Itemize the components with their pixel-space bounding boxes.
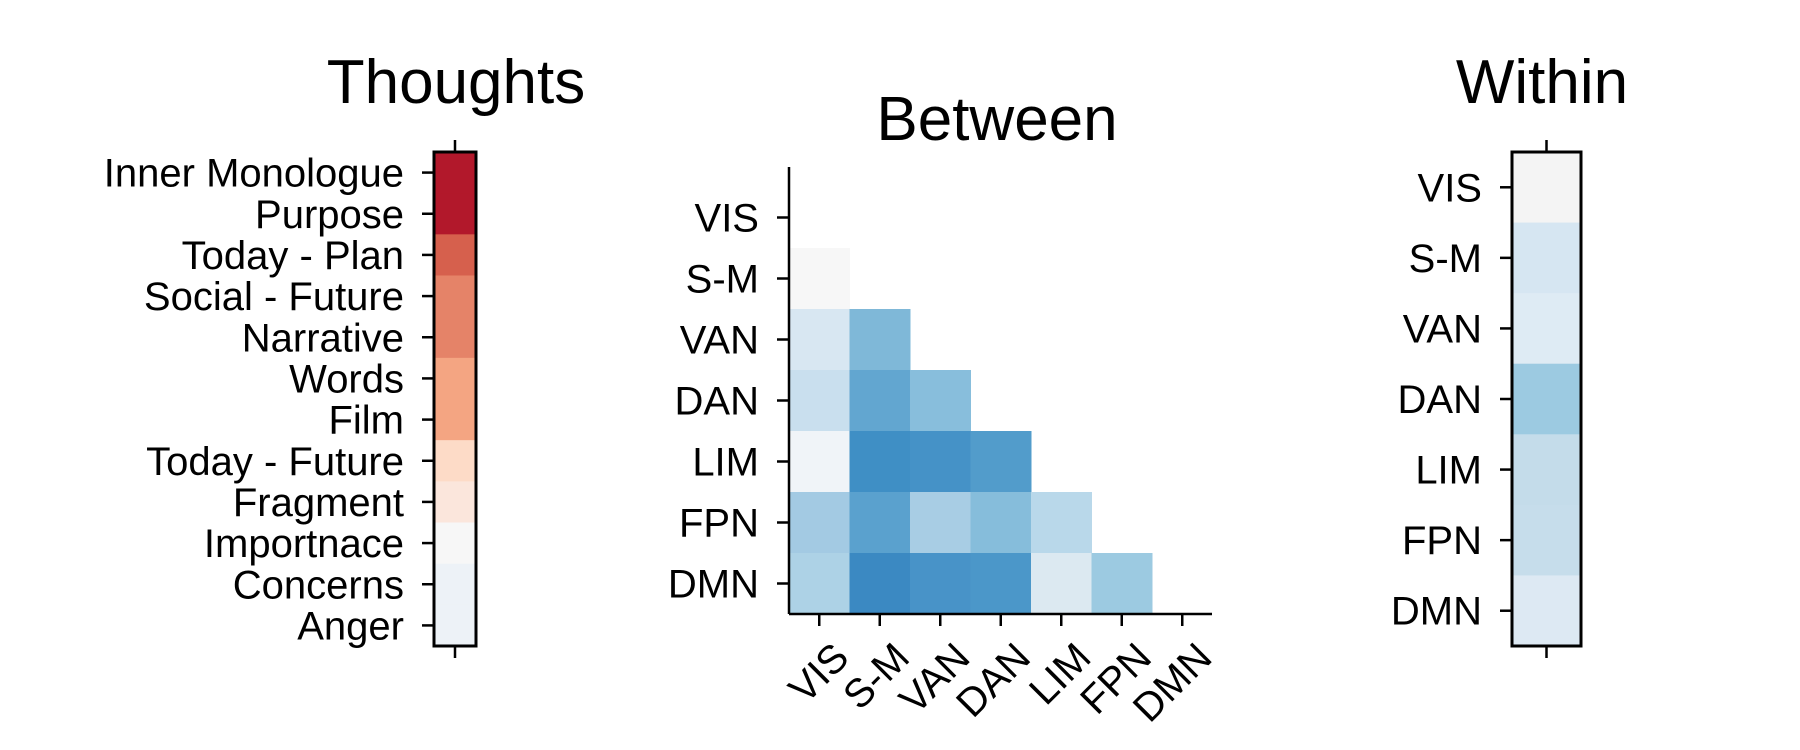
within-label-fpn: FPN — [1402, 519, 1482, 563]
between-ylabel-lim: LIM — [692, 441, 759, 485]
within-cell-van — [1512, 293, 1581, 365]
thoughts-label-importnace: Importnace — [204, 522, 404, 566]
within-label-s-m: S-M — [1409, 237, 1482, 281]
thoughts-title: Thoughts — [327, 48, 586, 117]
thoughts-cell-film — [434, 399, 476, 441]
within-cell-vis — [1512, 152, 1581, 224]
thoughts-label-today-plan: Today - Plan — [182, 234, 404, 278]
thoughts-label-film: Film — [328, 399, 404, 443]
thoughts-cell-concerns — [434, 563, 476, 606]
between-cell-lim-van — [910, 431, 971, 493]
between-cell-s-m-vis — [789, 248, 850, 310]
between-cell-dan-vis — [789, 370, 850, 432]
thoughts-label-social-future: Social - Future — [144, 275, 404, 319]
thoughts-cell-narrative — [434, 316, 476, 359]
between-ylabel-vis: VIS — [695, 197, 759, 241]
thoughts-cell-today-plan — [434, 234, 476, 276]
thoughts-cell-words — [434, 357, 476, 400]
between-cell-dmn-fpn — [1091, 553, 1153, 615]
between-xlabel-vis: VIS — [781, 635, 858, 712]
thoughts-cell-inner-monologue — [434, 152, 476, 194]
thoughts-label-today-future: Today - Future — [146, 440, 404, 484]
between-cell-dan-s-m — [849, 370, 911, 432]
thoughts-cell-social-future — [434, 275, 476, 318]
within-frame — [1510, 150, 1583, 648]
between-cell-van-s-m — [849, 309, 911, 371]
thoughts-cell-fragment — [434, 481, 476, 523]
between-cell-dmn-s-m — [849, 553, 911, 615]
between-cell-dmn-vis — [789, 553, 850, 615]
within-cell-lim — [1512, 434, 1581, 506]
between-ylabel-fpn: FPN — [679, 502, 759, 546]
thoughts-label-words: Words — [289, 357, 404, 401]
between-cell-dan-van — [910, 370, 971, 432]
between-cell-fpn-van — [910, 492, 971, 554]
between-cell-van-vis — [789, 309, 850, 371]
thoughts-frame — [432, 150, 478, 648]
thoughts-label-inner-monologue: Inner Monologue — [104, 152, 404, 196]
between-cell-fpn-dan — [970, 492, 1032, 554]
within-cell-dan — [1512, 363, 1581, 435]
thoughts-cell-anger — [434, 604, 476, 647]
within-label-dan: DAN — [1398, 378, 1482, 422]
within-cell-s-m — [1512, 222, 1581, 294]
between-cell-dmn-dan — [970, 553, 1032, 615]
within-label-vis: VIS — [1418, 166, 1482, 210]
thoughts-cell-today-future — [434, 440, 476, 482]
thoughts-cell-importnace — [434, 522, 476, 565]
between-ylabel-dan: DAN — [675, 380, 759, 424]
thoughts-cell-purpose — [434, 193, 476, 235]
between-ylabel-dmn: DMN — [668, 563, 759, 607]
within-cell-dmn — [1512, 575, 1581, 647]
between-cell-lim-dan — [970, 431, 1032, 493]
between-title: Between — [876, 85, 1117, 154]
thoughts-label-concerns: Concerns — [233, 563, 404, 607]
between-ylabel-s-m: S-M — [686, 258, 759, 302]
within-label-lim: LIM — [1415, 449, 1482, 493]
within-label-van: VAN — [1403, 307, 1482, 351]
thoughts-label-anger: Anger — [297, 604, 404, 648]
within-cell-fpn — [1512, 504, 1581, 576]
between-ylabel-van: VAN — [680, 319, 759, 363]
within-panel: Within VIS S-M VAN DAN LIM FPN DMN — [1391, 48, 1628, 658]
within-title: Within — [1456, 48, 1628, 117]
between-cell-fpn-lim — [1031, 492, 1092, 554]
thoughts-label-purpose: Purpose — [255, 193, 404, 237]
between-cell-fpn-s-m — [849, 492, 911, 554]
between-cell-dmn-lim — [1031, 553, 1092, 615]
thoughts-label-narrative: Narrative — [242, 316, 404, 360]
between-cell-dmn-van — [910, 553, 971, 615]
within-label-dmn: DMN — [1391, 590, 1482, 634]
between-cell-lim-s-m — [849, 431, 911, 493]
between-cell-lim-vis — [789, 431, 850, 493]
thoughts-label-fragment: Fragment — [233, 481, 404, 525]
between-cell-fpn-vis — [789, 492, 850, 554]
